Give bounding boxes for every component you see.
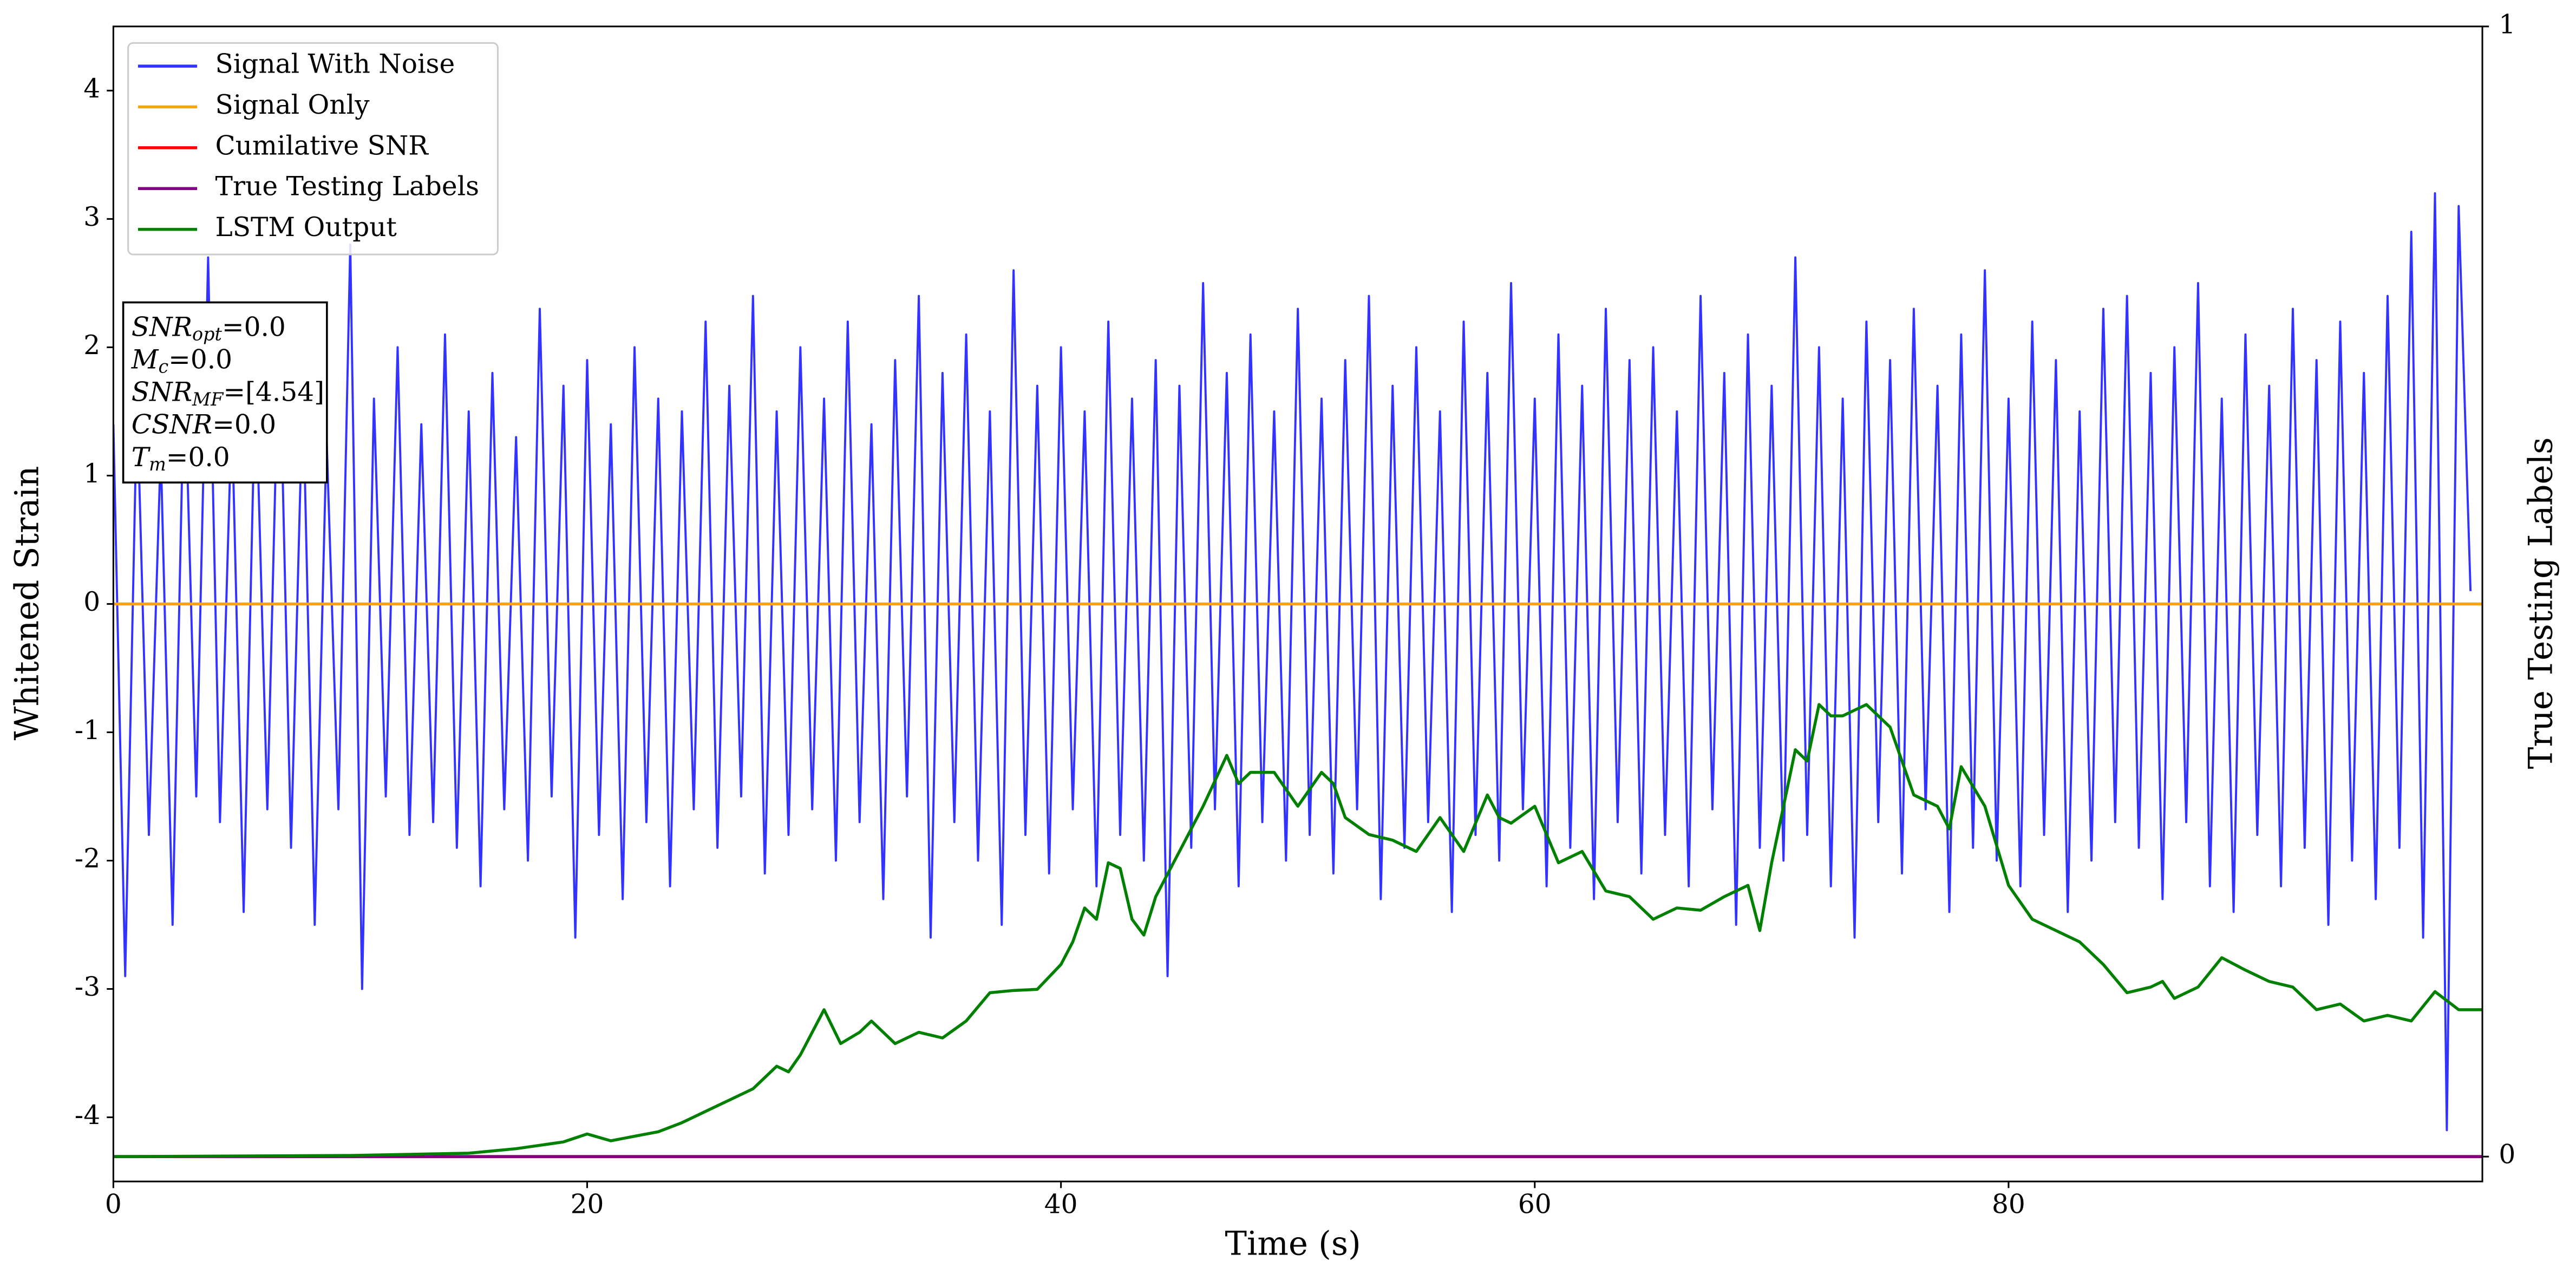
x-tick-label: 80 bbox=[1992, 1189, 2025, 1219]
annotation-box bbox=[122, 301, 328, 484]
y-axis-label: Whitened Strain bbox=[9, 466, 47, 741]
annotation-symbol: SNR bbox=[132, 312, 192, 342]
y-tick-label: 4 bbox=[83, 74, 100, 104]
legend-label: Cumilative SNR bbox=[215, 130, 429, 161]
y-tick-label: -3 bbox=[75, 972, 100, 1002]
y-tick-label: -2 bbox=[75, 844, 100, 874]
legend-label: True Testing Labels bbox=[215, 172, 480, 202]
annotation-line: Tm=0.0 bbox=[132, 442, 230, 475]
x-tick-label: 40 bbox=[1044, 1189, 1078, 1219]
series-line bbox=[113, 192, 2472, 1132]
annotation-symbol: CSNR bbox=[132, 409, 212, 440]
y-tick-label: 1 bbox=[83, 459, 100, 489]
y-tick-label: 2 bbox=[83, 330, 100, 361]
legend-label: Signal With Noise bbox=[215, 49, 455, 79]
annotation-value: =0.0 bbox=[212, 409, 276, 440]
y2-axis-label: True Testing Labels bbox=[2522, 437, 2560, 769]
y-tick-label: 0 bbox=[83, 587, 100, 617]
y-tick-label: -1 bbox=[75, 715, 100, 746]
annotation-line: Mc=0.0 bbox=[131, 344, 232, 377]
annotation-line: SNRMF=[4.54] bbox=[132, 377, 324, 410]
y-tick-label: -4 bbox=[75, 1100, 100, 1131]
x-tick-label: 20 bbox=[571, 1189, 604, 1219]
annotation-subscript: m bbox=[149, 454, 166, 475]
plot-area bbox=[113, 192, 2483, 1158]
annotation-symbol: SNR bbox=[132, 377, 192, 407]
y-tick-label: 3 bbox=[83, 202, 100, 232]
annotation-symbol: T bbox=[132, 442, 151, 472]
annotation-line: SNRopt=0.0 bbox=[132, 312, 286, 345]
annotation-value: =0.0 bbox=[168, 344, 232, 375]
y2-tick-label: 1 bbox=[2499, 9, 2515, 40]
x-tick-label: 0 bbox=[105, 1189, 122, 1219]
annotation-value: =0.0 bbox=[222, 312, 286, 342]
annotation-subscript: MF bbox=[192, 389, 224, 410]
x-tick-label: 60 bbox=[1518, 1189, 1552, 1219]
annotation-line: CSNR=0.0 bbox=[132, 409, 276, 440]
annotation: SNRopt=0.0Mc=0.0SNRMF=[4.54]CSNR=0.0Tm=0… bbox=[122, 301, 328, 484]
annotation-symbol: M bbox=[131, 344, 159, 375]
series-line bbox=[113, 703, 2483, 1158]
legend-label: LSTM Output bbox=[215, 212, 397, 243]
legend: Signal With Noise Signal Only Cumilative S… bbox=[127, 42, 499, 256]
y2-tick-label: 0 bbox=[2499, 1140, 2515, 1170]
annotation-subscript: c bbox=[158, 356, 168, 377]
annotation-value: =[4.54] bbox=[223, 377, 324, 407]
annotation-subscript: opt bbox=[192, 323, 222, 344]
x-axis-label: Time (s) bbox=[1225, 1225, 1361, 1263]
legend-label: Signal Only bbox=[215, 90, 370, 120]
annotation-value: =0.0 bbox=[166, 442, 230, 472]
legend-box bbox=[127, 42, 499, 256]
